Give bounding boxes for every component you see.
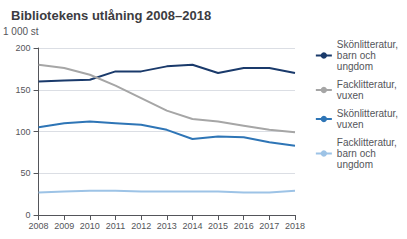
svg-text:Skönlitteratur,: Skönlitteratur, — [337, 108, 398, 119]
svg-text:0: 0 — [26, 210, 31, 220]
svg-text:150: 150 — [16, 85, 31, 95]
svg-text:Facklitteratur,: Facklitteratur, — [337, 137, 397, 148]
svg-text:barn och: barn och — [337, 50, 376, 61]
svg-text:1 000 st: 1 000 st — [3, 26, 39, 37]
svg-text:2008: 2008 — [29, 221, 49, 231]
svg-text:2015: 2015 — [208, 221, 228, 231]
svg-text:ungdom: ungdom — [337, 159, 373, 170]
svg-text:2017: 2017 — [259, 221, 279, 231]
svg-text:Skönlitteratur,: Skönlitteratur, — [337, 39, 398, 50]
svg-text:2014: 2014 — [182, 221, 202, 231]
svg-text:2009: 2009 — [54, 221, 74, 231]
svg-text:2011: 2011 — [106, 221, 125, 231]
svg-text:200: 200 — [16, 43, 31, 53]
svg-text:2012: 2012 — [131, 221, 151, 231]
svg-text:2018: 2018 — [285, 221, 305, 231]
svg-text:2016: 2016 — [234, 221, 254, 231]
svg-text:barn och: barn och — [337, 148, 376, 159]
svg-text:Facklitteratur,: Facklitteratur, — [337, 79, 397, 90]
svg-text:ungdom: ungdom — [337, 61, 373, 72]
svg-text:2010: 2010 — [80, 221, 100, 231]
svg-text:100: 100 — [16, 127, 31, 137]
svg-text:2013: 2013 — [157, 221, 177, 231]
svg-text:50: 50 — [21, 168, 31, 178]
svg-text:Bibliotekens utlåning 2008–201: Bibliotekens utlåning 2008–2018 — [11, 8, 211, 23]
svg-text:vuxen: vuxen — [337, 119, 364, 130]
svg-text:vuxen: vuxen — [337, 90, 364, 101]
